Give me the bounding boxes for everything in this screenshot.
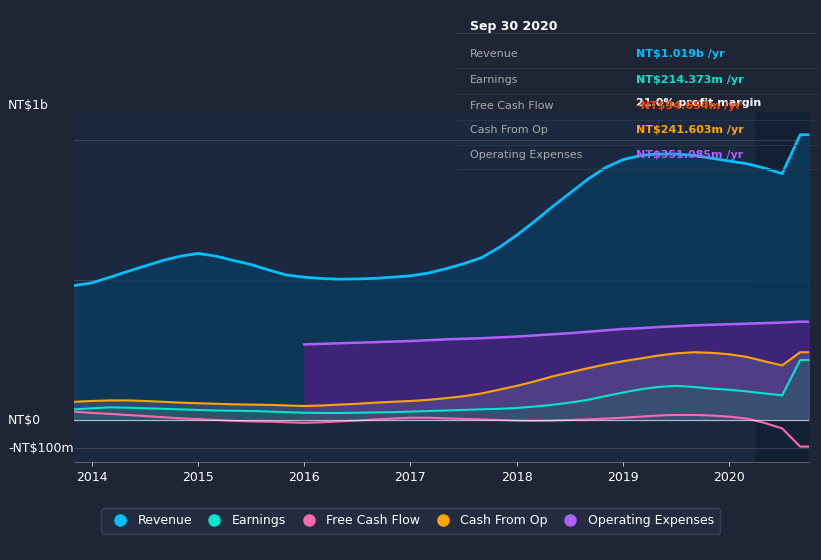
Text: NT$1b: NT$1b [8,99,49,112]
Text: Earnings: Earnings [470,75,519,85]
Text: 21.0% profit margin: 21.0% profit margin [636,97,762,108]
Text: NT$1.019b /yr: NT$1.019b /yr [636,49,725,59]
Text: Cash From Op: Cash From Op [470,125,548,135]
Text: NT$214.373m /yr: NT$214.373m /yr [636,75,744,85]
Text: NT$0: NT$0 [8,413,41,427]
Text: -NT$94.654m /yr: -NT$94.654m /yr [636,101,741,111]
Text: Revenue: Revenue [470,49,519,59]
Text: Operating Expenses: Operating Expenses [470,150,582,160]
Text: NT$241.603m /yr: NT$241.603m /yr [636,125,744,135]
Bar [755,112,809,462]
Text: Free Cash Flow: Free Cash Flow [470,101,553,111]
Legend: Revenue, Earnings, Free Cash Flow, Cash From Op, Operating Expenses: Revenue, Earnings, Free Cash Flow, Cash … [101,508,720,534]
Text: NT$351.085m /yr: NT$351.085m /yr [636,150,744,160]
Text: -NT$100m: -NT$100m [8,441,74,455]
Text: Sep 30 2020: Sep 30 2020 [470,20,557,33]
